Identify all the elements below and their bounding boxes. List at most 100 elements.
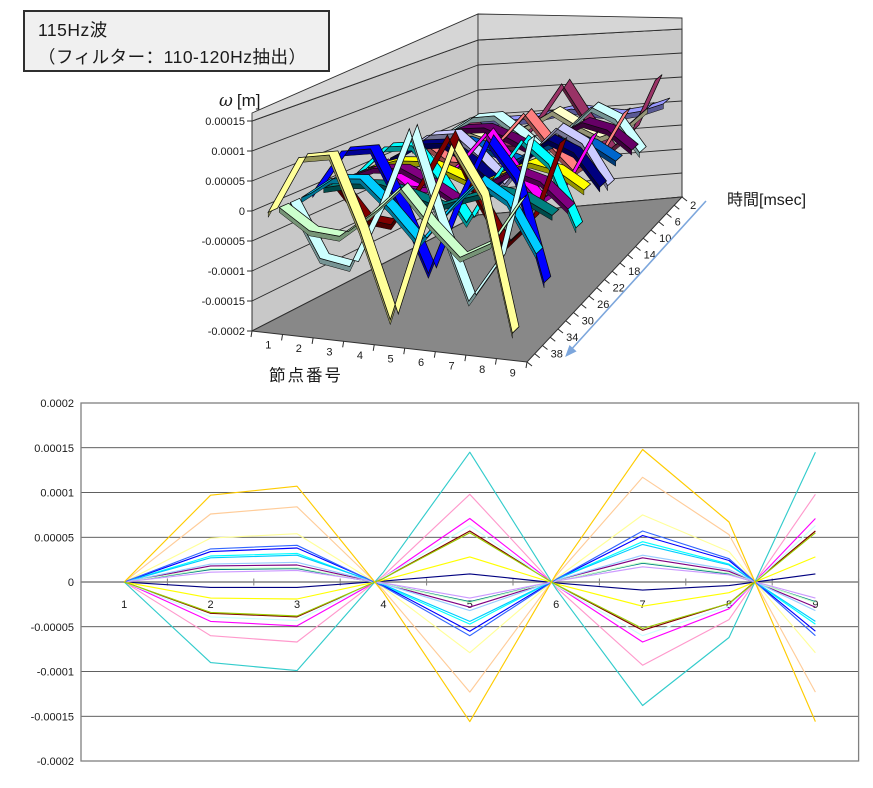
series-axis-tick — [573, 312, 579, 317]
series-axis-tick-label: 6 — [675, 217, 681, 229]
series-axis-tick — [565, 320, 572, 326]
line-series-t30 — [124, 566, 816, 599]
series-axis-tick — [526, 361, 533, 367]
wave-3d-chart: 0.00015 0.0001 0.00005 0 -0.00005 -0.0001 -0.0… — [202, 13, 806, 385]
category-axis-tick-label: 7 — [449, 360, 455, 372]
category-axis-tick — [494, 358, 497, 365]
series-axis-tick-label: 14 — [644, 250, 656, 262]
series-axis-tick-label: 10 — [659, 233, 671, 245]
ribbon-series-t10 — [434, 116, 639, 153]
series-axis-tick-label: 30 — [582, 316, 594, 328]
value-axis-tick-label: 0.0002 — [40, 398, 74, 410]
series-axis-tick — [635, 246, 641, 251]
line-series-t16 — [124, 534, 816, 632]
series-axis-tick-label: 26 — [597, 299, 609, 311]
category-axis-tick — [372, 344, 375, 351]
value-axis-tick-label: -0.0001 — [37, 667, 74, 679]
title-box: 115Hz波 （フィルター：110-120Hz抽出） — [23, 10, 330, 72]
value-axis-tick-label: -0.0002 — [208, 326, 245, 338]
series-axis-title: 時間[msec] — [727, 191, 806, 209]
line-series-t40 — [123, 448, 816, 723]
line-series-t8 — [124, 541, 816, 625]
value-axis-tick-label: 0.00005 — [205, 176, 245, 188]
ribbon-series-t40 — [267, 138, 520, 334]
category-axis-tick — [281, 334, 284, 341]
back-wall-gridline — [477, 52, 683, 66]
line-series-t28 — [123, 493, 816, 666]
line-series-t20 — [123, 525, 816, 637]
category-axis-tick — [525, 361, 528, 369]
series-axis-tick — [542, 345, 548, 350]
series-axis-tick-label: 34 — [566, 332, 578, 344]
value-axis-tick-label: -0.00005 — [202, 236, 245, 248]
title-line-1: 115Hz波 — [38, 20, 108, 40]
line-series-t24 — [123, 514, 816, 654]
line-series-t12 — [124, 530, 816, 631]
category-axis-tick-label: 9 — [812, 599, 818, 611]
category-axis-tick — [403, 348, 406, 355]
time-axis-arrow-head — [565, 345, 577, 357]
line-series-t34 — [123, 530, 816, 637]
category-axis-tick-label: 5 — [467, 599, 473, 611]
line-series-t22 — [124, 561, 816, 604]
line-series-t4 — [123, 517, 816, 643]
series-axis-tick — [627, 254, 634, 260]
back-wall-gridline — [477, 76, 683, 91]
value-axis-tick-label: 0 — [68, 577, 74, 589]
ribbon-series-t38 — [278, 182, 528, 258]
value-axis-tick-label: 0.00015 — [34, 443, 74, 455]
category-axis-tick-label: 7 — [640, 599, 646, 611]
category-axis-tick-label: 9 — [510, 367, 516, 379]
line-series-t14 — [124, 562, 816, 603]
plot-border — [80, 402, 860, 762]
category-axis-tick — [311, 337, 314, 344]
ribbon-series-t24 — [356, 134, 584, 229]
series-axis-tick — [681, 196, 688, 202]
category-axis-tick-label: 6 — [418, 357, 424, 369]
category-axis-tick-label: 2 — [296, 343, 302, 355]
series-axis-tick — [596, 287, 603, 293]
category-axis-tick — [342, 341, 345, 348]
category-axis-tick — [464, 355, 467, 362]
series-axis-tick — [619, 262, 626, 268]
time-axis-arrow-line — [568, 200, 707, 353]
value-axis-tick-label: -0.0001 — [208, 266, 245, 278]
series-axis-tick-label: 2 — [690, 200, 696, 212]
category-axis-tick-label: 6 — [553, 599, 559, 611]
value-axis-tick-label: -0.0002 — [37, 756, 74, 768]
series-axis-tick-label: 22 — [613, 283, 625, 295]
value-axis-title: ω [m] — [219, 91, 260, 111]
series-axis-tick — [549, 336, 556, 342]
series-axis-tick — [673, 204, 680, 210]
value-axis-tick-label: 0.00005 — [34, 532, 74, 544]
left-wall-gridline — [251, 64, 479, 152]
ribbon-series-t8 — [445, 101, 647, 156]
category-axis-tick-label: 1 — [265, 340, 271, 352]
value-axis-tick-label: 0 — [239, 206, 245, 218]
category-axis-tick-label: 8 — [479, 364, 485, 376]
series-axis-tick — [650, 229, 657, 235]
series-axis-tick — [666, 213, 672, 218]
series-axis-tick — [588, 295, 595, 301]
series-axis-tick — [611, 270, 618, 276]
line-series-t26 — [124, 554, 816, 612]
wave-2d-chart: 0.0002 0.00015 0.0001 0.00005 0 -0.00005 -0.00… — [31, 398, 860, 768]
value-axis-tick-label: -0.00015 — [202, 296, 245, 308]
category-axis-title: 節点番号 — [269, 366, 343, 385]
line-series-t38 — [124, 532, 816, 630]
series-axis-tick — [658, 221, 665, 227]
value-axis-tick-label: 0.0001 — [40, 488, 74, 500]
category-axis-tick-label: 4 — [357, 350, 363, 362]
series-axis-tick — [580, 303, 587, 309]
left-wall-gridline — [251, 89, 479, 182]
series-axis-tick — [604, 279, 610, 284]
line-series-t2 — [124, 573, 816, 591]
line-series-t36 — [123, 451, 816, 707]
series-axis-tick — [534, 353, 541, 359]
back-wall-top-slab — [477, 13, 683, 41]
category-axis-tick-label: 1 — [121, 599, 127, 611]
category-axis-tick-label: 3 — [294, 599, 300, 611]
category-axis-tick-label: 4 — [380, 599, 386, 611]
title-line-2: （フィルター：110-120Hz抽出） — [38, 47, 307, 68]
